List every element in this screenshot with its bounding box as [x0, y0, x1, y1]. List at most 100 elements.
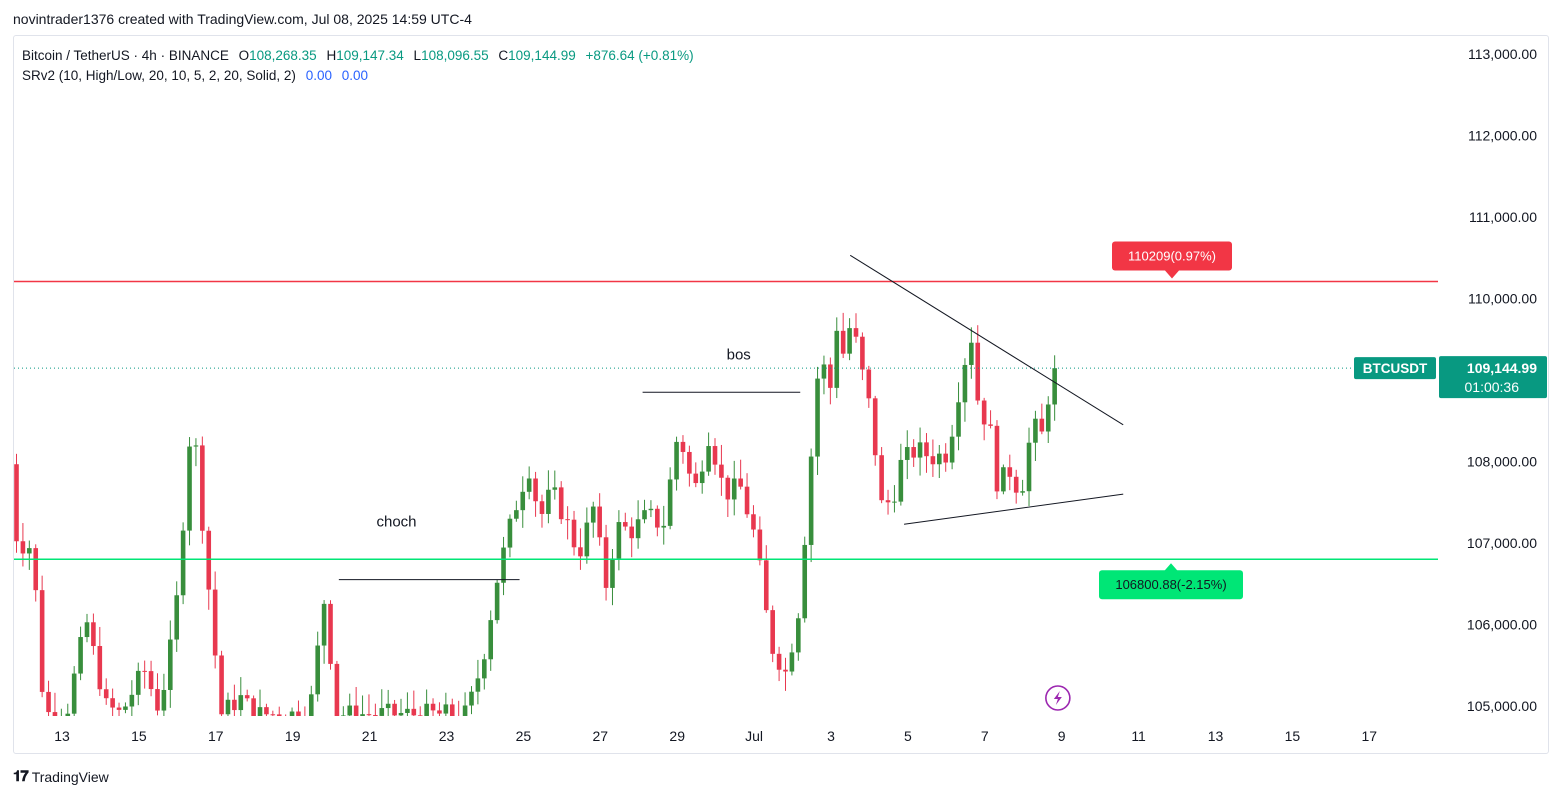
indicator-value-1: 0.00	[305, 68, 332, 83]
candle-down	[988, 424, 993, 426]
candle-up	[360, 714, 365, 716]
x-tick-label: 27	[593, 728, 609, 744]
candle-up	[526, 478, 532, 492]
candle-up	[225, 699, 231, 715]
candle-down	[1007, 467, 1013, 477]
candle-down	[430, 703, 436, 711]
x-tick-label: 15	[131, 728, 147, 744]
candle-up	[308, 694, 314, 716]
candle-down	[924, 442, 929, 457]
candle-down	[52, 712, 58, 716]
x-tick-label: 13	[1208, 728, 1224, 744]
candle-down	[334, 663, 340, 716]
candle-down	[219, 655, 224, 715]
candle-up	[321, 603, 327, 646]
candle-up	[937, 453, 942, 465]
candle-down	[392, 703, 397, 716]
high-label: H	[326, 48, 337, 63]
candle-down	[751, 514, 756, 530]
candle-down	[212, 589, 218, 656]
candle-down	[571, 519, 577, 548]
trendline-triangle-upper	[849, 254, 1124, 426]
candle-up	[674, 441, 679, 480]
candle-up	[706, 446, 711, 472]
candle-down	[738, 478, 743, 487]
x-tick-label: 7	[981, 728, 989, 744]
candle-down	[46, 691, 51, 713]
candle-up	[129, 694, 135, 707]
candle-down	[1039, 418, 1045, 432]
candle-up	[821, 364, 827, 379]
close-label: C	[498, 48, 509, 63]
candle-down	[680, 441, 686, 452]
tradingview-footer[interactable]: 𝟏𝟕 TradingView	[13, 768, 109, 785]
candle-down	[276, 714, 282, 716]
support-label-pointer	[1164, 563, 1178, 572]
x-tick-label: 3	[827, 728, 835, 744]
candles-group	[14, 312, 1057, 716]
close-value: 109,144.99	[508, 48, 576, 63]
candle-down	[975, 342, 981, 401]
candle-up	[892, 501, 897, 503]
y-tick-label: 110,000.00	[1468, 291, 1537, 307]
candle-up	[1045, 404, 1051, 432]
candle-down	[943, 453, 949, 463]
candle-up	[398, 712, 404, 716]
candle-up	[616, 522, 622, 559]
candle-down	[879, 455, 884, 501]
candle-down	[866, 369, 872, 399]
candle-up	[187, 446, 192, 531]
candle-down	[539, 501, 545, 514]
candle-down	[981, 400, 987, 425]
symbol-title[interactable]: Bitcoin / TetherUS · 4h · BINANCE	[22, 48, 229, 63]
resistance-label-pointer	[1165, 270, 1179, 279]
x-tick-label: 5	[904, 728, 912, 744]
candle-up	[962, 364, 968, 403]
candle-up	[78, 637, 83, 674]
candle-up	[590, 506, 596, 523]
candle-down	[14, 464, 19, 542]
candle-up	[84, 622, 90, 638]
x-tick-label: 21	[362, 728, 378, 744]
y-tick-label: 113,000.00	[1468, 46, 1537, 62]
y-tick-label: 106,000.00	[1467, 617, 1537, 633]
candle-down	[744, 486, 750, 515]
candle-down	[91, 622, 96, 647]
candle-up	[949, 436, 955, 463]
candle-down	[20, 541, 26, 554]
last-price-value: 109,144.99	[1467, 360, 1537, 376]
candle-up	[289, 711, 295, 716]
candle-up	[815, 378, 820, 457]
candle-up	[802, 544, 808, 619]
candle-up	[520, 491, 526, 511]
indicator-title[interactable]: SRv2 (10, High/Low, 20, 10, 5, 2, 20, So…	[22, 68, 296, 83]
candle-down	[770, 610, 775, 654]
x-tick-label: 29	[669, 728, 685, 744]
candle-down	[148, 671, 154, 690]
candle-down	[719, 464, 724, 478]
high-value: 109,147.34	[336, 48, 404, 63]
candle-up	[661, 525, 667, 528]
candle-down	[97, 646, 103, 690]
candle-up	[161, 689, 167, 711]
candle-up	[347, 705, 353, 716]
candle-up	[315, 645, 320, 695]
candle-up	[123, 706, 128, 710]
countdown-timer: 01:00:36	[1465, 379, 1520, 395]
candle-down	[757, 529, 763, 561]
candle-down	[33, 548, 39, 591]
candle-down	[417, 715, 423, 716]
candle-down	[437, 710, 442, 714]
candle-down	[687, 451, 692, 474]
candle-down	[533, 478, 538, 502]
support-label-box	[1099, 570, 1243, 600]
tradingview-brand: TradingView	[31, 768, 109, 785]
candle-down	[840, 330, 846, 354]
candle-up	[1020, 491, 1025, 493]
candle-down	[103, 689, 109, 699]
candle-down	[853, 328, 859, 337]
candle-down	[872, 398, 878, 456]
candle-down	[885, 500, 891, 503]
candle-down	[763, 560, 769, 611]
